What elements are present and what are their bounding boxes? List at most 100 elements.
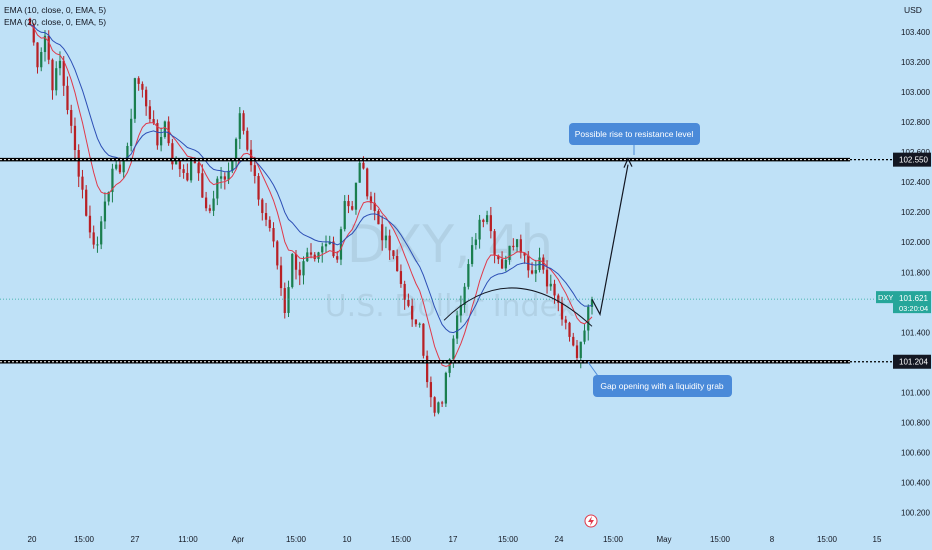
candle-body: [118, 164, 122, 173]
candle-body: [141, 83, 144, 90]
time-tick: 10: [343, 535, 352, 544]
candle-body: [58, 60, 62, 69]
candle-body: [28, 18, 32, 25]
price-tick: 103.200: [901, 58, 930, 67]
liquidity-callout[interactable]: Gap opening with a liquidity grab: [593, 375, 732, 397]
candle-body: [485, 215, 489, 223]
time-tick: 15:00: [817, 535, 838, 544]
candle-body: [257, 176, 260, 200]
time-tick: 15:00: [710, 535, 731, 544]
candle-body: [302, 261, 305, 276]
candle-body: [137, 78, 140, 84]
candle-body: [174, 159, 178, 165]
candle-body: [553, 283, 556, 296]
candle-body: [126, 145, 129, 161]
candle-body: [107, 192, 110, 202]
ema-20-legend[interactable]: EMA (20, close, 0, EMA, 5): [4, 17, 106, 27]
candle-body: [384, 235, 388, 241]
candle-body: [238, 113, 241, 139]
candle-body: [306, 252, 309, 262]
time-tick: 24: [555, 535, 564, 544]
price-tick: 103.400: [901, 28, 930, 37]
candle-body: [62, 60, 65, 86]
candle-body: [182, 169, 185, 173]
price-tick: 100.800: [901, 418, 930, 427]
candle-body: [298, 269, 301, 276]
candle-body: [497, 255, 500, 260]
resistance-callout-text: Possible rise to resistance level: [575, 129, 694, 139]
candle-body: [414, 319, 418, 325]
candle-body: [111, 168, 114, 193]
candle-body: [560, 302, 564, 320]
candle-body: [96, 244, 99, 246]
candle-body: [392, 250, 395, 256]
candle-body: [467, 264, 470, 287]
candle-body: [366, 168, 369, 197]
time-tick: 15:00: [391, 535, 412, 544]
candle-body: [388, 235, 391, 251]
candle-body: [47, 35, 50, 60]
candle-body: [189, 161, 193, 181]
time-tick: 27: [131, 535, 140, 544]
candle-body: [171, 143, 174, 165]
candle-body: [579, 341, 582, 358]
candle-body: [51, 59, 54, 91]
time-tick: 15:00: [498, 535, 519, 544]
candle-body: [448, 359, 451, 373]
candle-body: [43, 35, 47, 53]
candle-body: [381, 224, 384, 241]
candle-body: [219, 176, 223, 179]
candle-body: [542, 257, 545, 270]
candle-body: [358, 162, 361, 183]
candle-body: [100, 221, 103, 245]
candle-body: [523, 252, 526, 256]
candle-body: [429, 382, 433, 398]
candle-body: [145, 89, 148, 107]
candle-body: [493, 231, 496, 256]
candle-body: [276, 241, 279, 266]
candle-body: [519, 239, 522, 253]
candle-body: [403, 283, 406, 300]
candle-body: [343, 201, 346, 230]
candle-body: [482, 219, 485, 223]
candle-body: [545, 269, 549, 287]
candle-body: [152, 119, 155, 124]
price-tick: 101.000: [901, 388, 930, 397]
candle-body: [433, 397, 436, 413]
candle-body: [201, 173, 204, 198]
candle-body: [246, 130, 249, 150]
candle-body: [527, 255, 530, 271]
candle-body: [264, 213, 268, 220]
candle-body: [283, 288, 286, 313]
candle-body: [347, 201, 350, 207]
resistance-callout[interactable]: Possible rise to resistance level: [569, 123, 700, 145]
candle-body: [587, 306, 590, 331]
ema-10-legend[interactable]: EMA (10, close, 0, EMA, 5): [4, 5, 106, 15]
candle-body: [103, 201, 107, 222]
candle-body: [309, 252, 313, 255]
liquidity-callout-text: Gap opening with a liquidity grab: [600, 381, 724, 391]
candle-body: [504, 260, 507, 269]
time-tick: 15:00: [74, 535, 95, 544]
lightning-icon[interactable]: [584, 514, 598, 528]
candle-body: [55, 68, 58, 91]
candle-body: [515, 239, 519, 248]
price-tick: 102.800: [901, 118, 930, 127]
candle-body: [204, 197, 208, 209]
candle-body: [583, 330, 586, 342]
candle-body: [193, 161, 196, 164]
candle-body: [339, 229, 343, 260]
candle-body: [160, 136, 163, 146]
level-badge: [893, 354, 931, 369]
last-price-badge: [893, 291, 931, 314]
candle-body: [148, 106, 152, 120]
candle-body: [500, 259, 504, 269]
candle-body: [279, 265, 283, 289]
candle-body: [73, 125, 77, 151]
candle-body: [549, 283, 552, 287]
level-badge-label: 101.204: [899, 358, 928, 367]
candle-body: [88, 215, 92, 233]
price-tick: 102.400: [901, 178, 930, 187]
